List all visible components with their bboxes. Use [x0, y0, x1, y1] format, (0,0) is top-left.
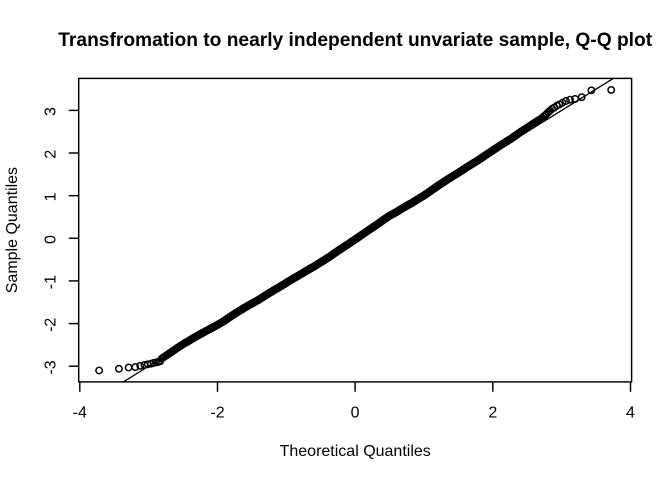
svg-text:-3: -3 — [42, 360, 59, 374]
svg-text:Transfromation to nearly indep: Transfromation to nearly independent unv… — [58, 30, 652, 51]
svg-text:0: 0 — [42, 235, 59, 244]
svg-text:-2: -2 — [210, 405, 224, 422]
svg-text:1: 1 — [42, 192, 59, 201]
svg-text:Sample Quantiles: Sample Quantiles — [4, 167, 21, 293]
svg-text:4: 4 — [626, 405, 635, 422]
svg-text:-4: -4 — [73, 405, 87, 422]
svg-text:3: 3 — [42, 107, 59, 116]
svg-text:2: 2 — [42, 150, 59, 159]
svg-text:0: 0 — [351, 405, 360, 422]
svg-text:-2: -2 — [42, 318, 59, 332]
svg-text:2: 2 — [488, 405, 497, 422]
svg-text:-1: -1 — [42, 275, 59, 289]
svg-text:Theoretical Quantiles: Theoretical Quantiles — [280, 443, 431, 460]
